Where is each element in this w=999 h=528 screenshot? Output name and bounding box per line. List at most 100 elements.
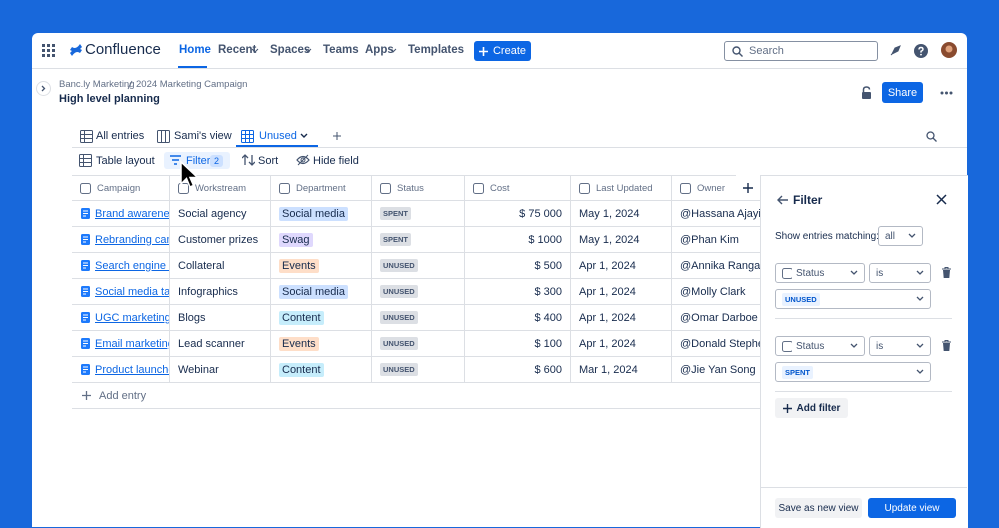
tab[interactable]: Unused <box>259 130 297 142</box>
match-value: all <box>885 230 896 242</box>
column-header[interactable]: Status <box>372 176 465 201</box>
table-cell: Apr 1, 2024 <box>571 253 672 279</box>
table-cell[interactable]: Search engine ma <box>72 253 170 279</box>
toolbar-button[interactable]: Table layout <box>96 155 155 167</box>
column-header[interactable]: Cost <box>465 176 571 201</box>
add-entry-label: Add entry <box>99 389 147 402</box>
nav-item[interactable]: Templates <box>408 44 465 56</box>
table-cell: $ 600 <box>465 357 571 383</box>
doc-icon <box>81 364 90 375</box>
campaign-link[interactable]: Product launches <box>95 363 169 376</box>
trash-icon <box>942 267 951 278</box>
search-icon[interactable] <box>926 131 937 142</box>
operator-value: is <box>876 340 884 352</box>
column-icon <box>178 182 189 194</box>
nav-item[interactable]: Teams <box>323 44 359 56</box>
nav-item[interactable]: Recent <box>218 44 257 56</box>
toolbar-button[interactable]: Filter <box>186 155 211 167</box>
chevron <box>850 343 858 348</box>
campaign-link[interactable]: Social media targe <box>95 285 170 298</box>
column-header[interactable]: Workstream <box>170 176 271 201</box>
campaign-link[interactable]: Search engine ma <box>95 259 169 272</box>
column-header[interactable]: Last Updated <box>571 176 672 201</box>
chevron <box>916 369 924 374</box>
breadcrumb[interactable]: Banc.ly Marketing <box>59 79 135 90</box>
campaign-link[interactable]: Email marketing <box>95 337 170 350</box>
delete-filter[interactable] <box>942 267 951 278</box>
share-button[interactable]: Share <box>882 82 923 103</box>
filter-count: 2 <box>210 155 224 167</box>
operator-select[interactable]: is <box>869 263 931 283</box>
cell-text: $ 75 000 <box>519 207 562 220</box>
chevron[interactable] <box>300 133 308 139</box>
status-badge: UNUSED <box>380 337 418 350</box>
add-entry-row[interactable]: Add entry <box>72 383 760 409</box>
chevron <box>916 270 924 275</box>
restrictions-icon[interactable] <box>861 86 872 99</box>
toolbar-button[interactable]: Sort <box>258 155 279 167</box>
table-cell: Apr 1, 2024 <box>571 305 672 331</box>
more-icon[interactable] <box>940 91 953 95</box>
cell-text: @Phan Kim <box>680 233 739 246</box>
campaign-link[interactable]: Brand awareness <box>95 207 170 220</box>
table-cell[interactable]: UGC marketing <box>72 305 170 331</box>
cell-text: $ 600 <box>534 363 562 376</box>
product-name[interactable]: Confluence <box>85 41 161 58</box>
all-entries-icon <box>80 130 93 143</box>
avatar[interactable] <box>941 42 957 58</box>
save-view-button[interactable]: Save as new view <box>775 498 862 518</box>
chevron <box>850 270 858 275</box>
table-cell[interactable]: Social media targe <box>72 279 170 305</box>
campaign-link[interactable]: Rebranding campa <box>95 233 169 246</box>
table-cell[interactable]: Rebranding campa <box>72 227 170 253</box>
field-select[interactable]: Status <box>775 263 865 283</box>
operator-value: is <box>876 267 884 279</box>
match-select[interactable]: all <box>878 226 923 246</box>
nav-item[interactable]: Apps <box>365 44 394 56</box>
value-select[interactable]: SPENT <box>775 362 931 382</box>
nav-item[interactable]: Home <box>179 44 211 56</box>
add-view-icon[interactable] <box>333 132 341 140</box>
field-select[interactable]: Status <box>775 336 865 356</box>
breadcrumb[interactable]: 2024 Marketing Campaign <box>136 79 248 90</box>
doc-icon <box>81 234 90 245</box>
column-header[interactable]: Owner <box>672 176 760 201</box>
table-cell[interactable]: Brand awareness <box>72 201 170 227</box>
chevron <box>389 48 397 53</box>
table-cell: Content <box>271 305 372 331</box>
delete-filter[interactable] <box>942 340 951 351</box>
help-icon[interactable] <box>914 44 928 58</box>
back-icon[interactable] <box>777 195 788 205</box>
table-cell: UNUSED <box>372 357 465 383</box>
nav-item[interactable]: Spaces <box>270 44 311 56</box>
doc-icon <box>81 260 90 271</box>
table-cell[interactable]: Email marketing <box>72 331 170 357</box>
table-cell[interactable]: Product launches <box>72 357 170 383</box>
tab[interactable]: Sami's view <box>174 130 232 142</box>
value-select[interactable]: UNUSED <box>775 289 931 309</box>
notifications-icon[interactable] <box>889 44 902 57</box>
column-header[interactable]: Department <box>271 176 372 201</box>
status-badge: UNUSED <box>782 292 820 306</box>
sidebar-toggle[interactable] <box>36 81 51 96</box>
add-column[interactable] <box>736 175 760 201</box>
cell-text: May 1, 2024 <box>579 207 640 220</box>
field-value: Status <box>796 267 825 279</box>
tab[interactable]: All entries <box>96 130 145 142</box>
create-button[interactable]: Create <box>474 41 531 61</box>
campaign-link[interactable]: UGC marketing <box>95 311 170 324</box>
update-view-button[interactable]: Update view <box>868 498 956 518</box>
close-icon[interactable] <box>936 194 947 205</box>
add-filter-button[interactable]: Add filter <box>775 398 848 418</box>
toolbar-button[interactable]: Hide field <box>313 155 359 167</box>
page-title: High level planning <box>59 93 160 105</box>
table-cell: $ 100 <box>465 331 571 357</box>
column-header[interactable]: Campaign <box>72 176 170 201</box>
app-switcher[interactable] <box>42 44 56 58</box>
table-cell: May 1, 2024 <box>571 201 672 227</box>
table-cell: Swag <box>271 227 372 253</box>
table-cell: UNUSED <box>372 279 465 305</box>
table-cell: May 1, 2024 <box>571 227 672 253</box>
search-box[interactable]: Search <box>724 41 878 61</box>
operator-select[interactable]: is <box>869 336 931 356</box>
